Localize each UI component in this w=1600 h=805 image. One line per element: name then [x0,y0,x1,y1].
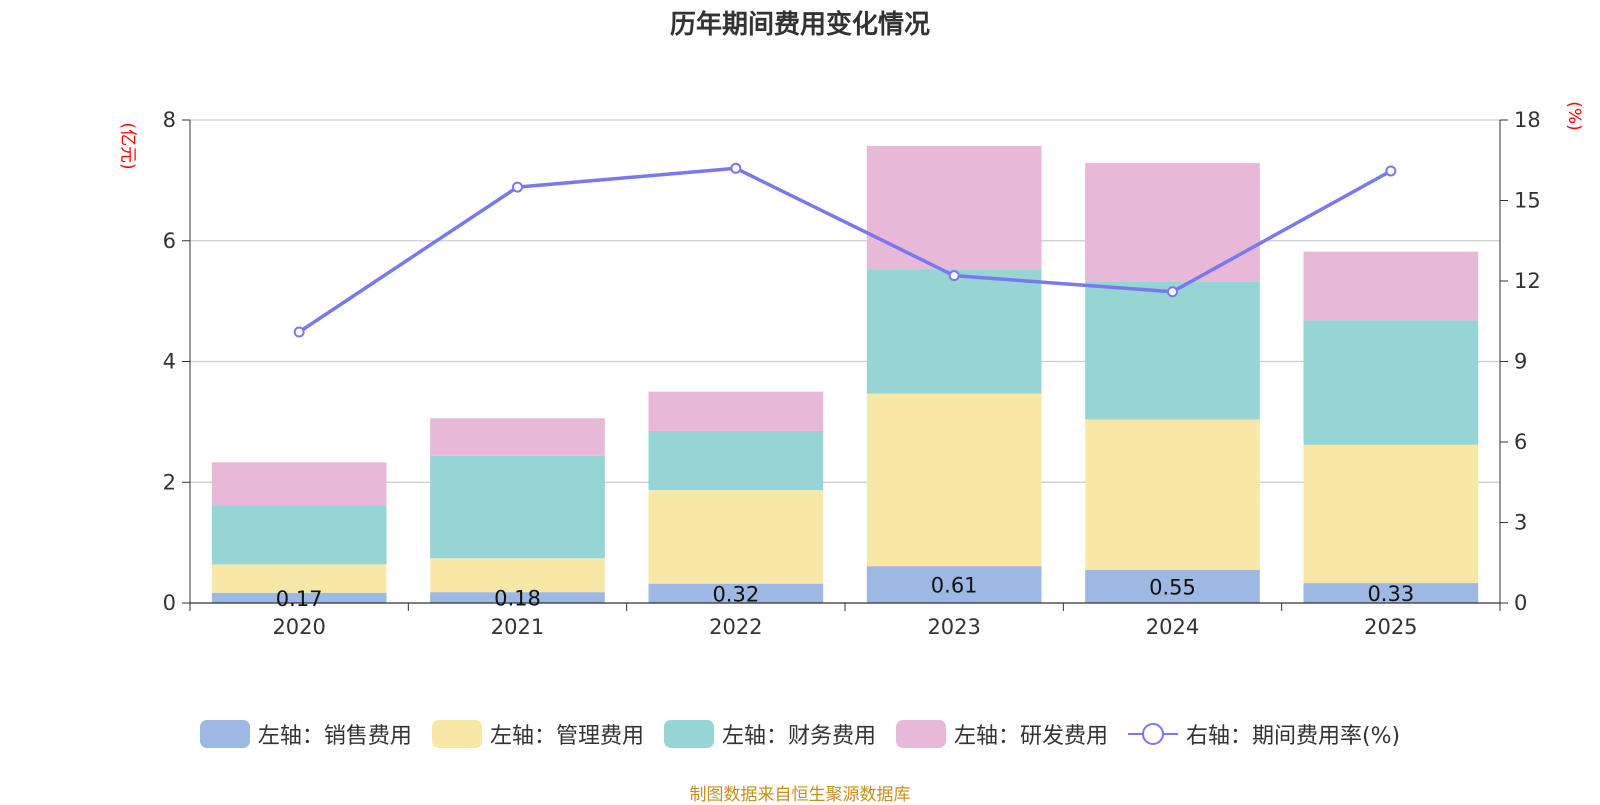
bar-rd [648,391,824,431]
bar-admin [211,564,387,593]
bar-rd [1303,251,1479,321]
data-label-sales: 0.61 [931,574,978,598]
right-axis-tick-label: 9 [1514,350,1527,374]
bar-admin [1085,419,1260,570]
data-label-sales: 0.18 [494,587,541,611]
bar-finance [1303,320,1479,445]
rate-point [293,326,305,338]
left-axis-tick-label: 2 [163,470,176,494]
left-axis-tick-label: 0 [163,591,176,615]
legend-label-rate: 右轴：期间费用率(%) [1185,724,1401,749]
bar-admin [1303,444,1479,584]
bar-rd [211,462,387,506]
rate-point [512,181,523,193]
chart-title: 历年期间费用变化情况 [669,10,930,40]
rate-point [1167,286,1178,298]
left-axis-tick-label: 8 [163,108,176,132]
legend: 左轴：销售费用 左轴：管理费用 左轴：财务费用 左轴：研发费用 右轴：期间费用率… [0,718,1600,750]
x-axis-tick-label: 2025 [1364,615,1417,639]
x-axis-tick-label: 2023 [927,615,980,639]
bar-finance [211,505,387,565]
bar-sales [648,583,824,603]
legend-label-finance: 左轴：财务费用 [721,724,876,749]
bar-sales [1303,583,1479,603]
bar-rd [430,418,605,456]
legend-swatch-sales [199,720,250,748]
legend-item-finance[interactable]: 左轴：财务费用 [663,718,876,750]
bar-sales [430,592,605,603]
right-axis-tick-label: 15 [1514,189,1541,213]
legend-label-rd: 左轴：研发费用 [953,724,1108,749]
right-axis-tick-label: 0 [1514,591,1527,615]
data-label-sales: 0.33 [1367,582,1414,606]
bar-sales [1085,569,1260,603]
legend-label-sales: 左轴：销售费用 [257,724,412,749]
bar-admin [866,393,1042,567]
rate-line [298,166,1392,334]
legend-item-rate[interactable]: 右轴：期间费用率(%) [1127,718,1401,750]
data-source-note: 制图数据来自恒生聚源数据库 [689,785,911,805]
data-label-sales: 0.55 [1149,575,1196,599]
x-axis-tick-label: 2022 [709,615,762,639]
bar-sales [211,592,387,603]
legend-label-admin: 左轴：管理费用 [489,724,644,749]
data-label-sales: 0.17 [276,587,323,611]
bar-admin [430,558,605,593]
legend-item-sales[interactable]: 左轴：销售费用 [199,718,412,750]
bar-finance [648,430,824,491]
bar-rd [1085,162,1260,282]
data-label-sales: 0.32 [712,582,759,606]
rate-point [1385,165,1397,177]
legend-swatch-admin [431,720,482,748]
legend-item-admin[interactable]: 左轴：管理费用 [431,718,644,750]
right-axis-tick-label: 12 [1514,269,1541,293]
left-axis-tick-label: 6 [163,229,176,253]
legend-item-rd[interactable]: 左轴：研发费用 [895,718,1108,750]
right-axis-tick-label: 3 [1514,511,1527,535]
bar-admin [648,490,824,584]
legend-swatch-rd [895,720,946,748]
bar-finance [866,269,1042,394]
x-axis-tick-label: 2024 [1146,615,1199,639]
x-axis-tick-label: 2020 [272,615,325,639]
legend-line-marker-icon [1127,720,1178,748]
bar-rd [866,145,1042,270]
left-axis-tick-label: 4 [163,350,176,374]
bar-sales [866,566,1042,603]
rate-point [730,162,742,174]
bar-finance [1085,281,1260,420]
right-axis-tick-label: 18 [1514,108,1541,132]
bar-finance [430,455,605,559]
rate-point [948,270,960,282]
legend-swatch-finance [663,720,714,748]
x-axis-tick-label: 2021 [491,615,544,639]
right-axis-tick-label: 6 [1514,430,1527,454]
